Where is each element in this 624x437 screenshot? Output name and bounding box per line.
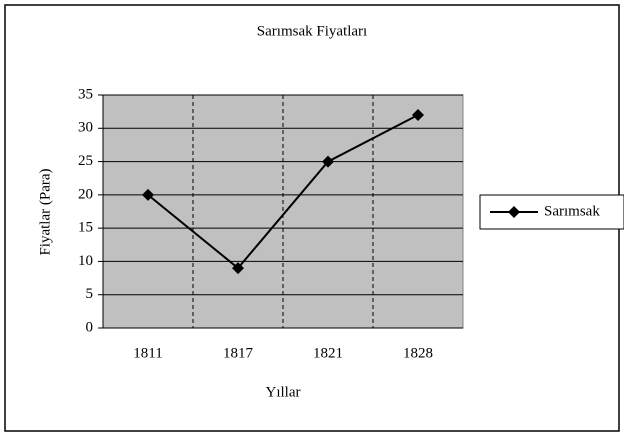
y-tick-label: 25	[78, 153, 93, 169]
y-tick-label: 20	[78, 186, 93, 202]
y-tick-label: 35	[78, 86, 93, 102]
chart-title: Sarımsak Fiyatları	[257, 23, 367, 39]
x-tick-label: 1828	[403, 345, 433, 361]
x-tick-label: 1811	[133, 345, 162, 361]
x-tick-label: 1821	[313, 345, 343, 361]
point-marker	[322, 155, 334, 168]
series-line	[147, 114, 419, 270]
point-marker	[232, 262, 244, 275]
legend-marker	[508, 206, 520, 218]
y-tick-label: 30	[78, 120, 93, 136]
y-tick-label: 15	[78, 220, 93, 236]
y-tick-label: 10	[78, 253, 93, 269]
x-axis-label: Yıllar	[266, 384, 301, 400]
point-marker	[412, 108, 424, 121]
legend-label: Sarımsak	[544, 203, 600, 219]
point-marker	[142, 188, 154, 201]
y-axis-label: Fiyatlar (Para)	[37, 168, 53, 255]
x-tick-label: 1817	[223, 345, 254, 361]
legend-box	[479, 194, 624, 230]
y-tick-label: 0	[86, 319, 94, 335]
y-tick-label: 5	[86, 286, 94, 302]
